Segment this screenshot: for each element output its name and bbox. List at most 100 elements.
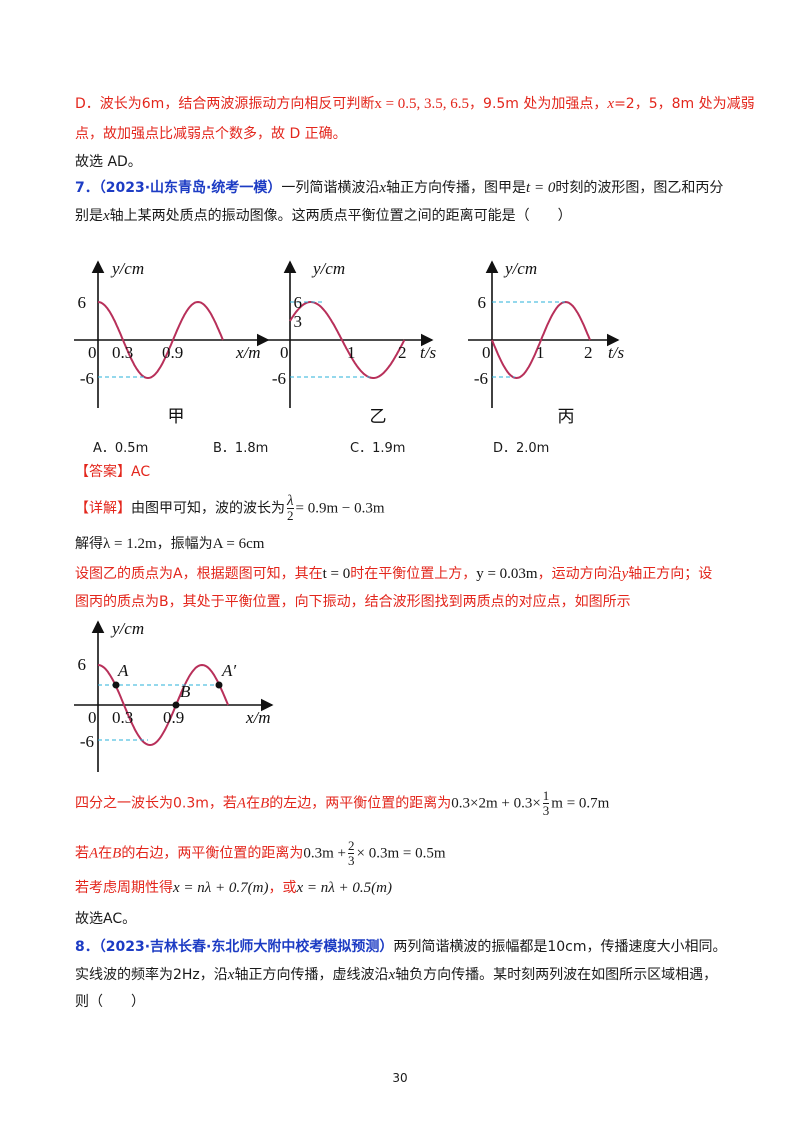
- text-line: 图丙的质点为B，其处于平衡位置，向下振动，结合波形图找到两质点的对应点，如图所示: [75, 592, 631, 612]
- figure-label: A′: [221, 661, 236, 680]
- text-run: 若: [75, 845, 89, 862]
- text-run: 的左边，两平衡位置的距离为: [269, 795, 452, 812]
- text-run: 两列简谐横波的振幅都是10cm，传播速度大小相同。: [393, 939, 727, 955]
- text-run: 的右边，两平衡位置的距离为: [121, 845, 304, 862]
- figure-label: t/s: [420, 343, 436, 362]
- figure-label: -6: [272, 369, 286, 388]
- figure-label: 0: [88, 343, 97, 362]
- text-run: 一列简谐横波沿: [281, 180, 380, 196]
- text-run: y: [621, 566, 629, 582]
- text-run: 图丙的质点为B，其处于平衡位置，向下振动，结合波形图找到两质点的对应点，如图所示: [75, 594, 631, 610]
- figure-label: 6: [478, 293, 487, 312]
- text-run: x: [103, 208, 110, 224]
- figure-label: y/cm: [503, 259, 537, 278]
- text-run: λ: [287, 493, 294, 509]
- text-run: A: [89, 845, 99, 862]
- figure-yi: y/cm 6 3 -6 0 1 2 t/s 乙: [266, 259, 436, 427]
- text-run: ，振幅为: [156, 536, 213, 552]
- text-run: 轴负方向传播。某时刻两列波在如图所示区域相遇，: [395, 967, 718, 983]
- option: C．1.9m: [350, 441, 406, 456]
- option: D．2.0m: [493, 441, 550, 456]
- text-run: 2: [287, 508, 294, 523]
- text-run: D．波长为6m，结合两波源振动方向相反可判断: [75, 96, 375, 112]
- figure-label: 6: [78, 293, 87, 312]
- text-run: 7．: [75, 180, 99, 196]
- text-run: 若考虑周期性得: [75, 880, 173, 896]
- text-run: 故选AC。: [75, 911, 137, 927]
- text-run: × 0.3m = 0.5m: [356, 845, 446, 862]
- text-run: ，或: [268, 880, 297, 896]
- text-run: ，9.5m 处为加强点，: [469, 96, 608, 112]
- text-run: 实线波的频率为2Hz，沿: [75, 967, 228, 983]
- text-run: （2023·山东青岛·统考一模）: [98, 180, 282, 196]
- figure-jia: y/cm 6 -6 0 0.3 0.9 x/m 甲: [74, 259, 270, 427]
- text-run: 时刻的波形图，图乙和丙分: [555, 180, 724, 196]
- question-line: 7．（2023·山东青岛·统考一模）一列简谐横波沿x轴正方向传播，图甲是t = …: [75, 178, 723, 198]
- figure-label: y/cm: [311, 259, 345, 278]
- wave-curve: [97, 300, 224, 380]
- text-run: x: [227, 967, 235, 983]
- figure-label: 乙: [370, 407, 387, 427]
- figure-label: t/s: [608, 343, 624, 362]
- text-run: 轴上某两处质点的振动图像。这两质点平衡位置之间的距离可能是（ ）: [109, 208, 572, 224]
- figure-label: -6: [80, 369, 94, 388]
- figure-label: 6: [294, 293, 303, 312]
- figure-label: 1: [347, 343, 356, 362]
- text-run: 故选 AD。: [75, 154, 142, 170]
- text-line: 【详解】由图甲可知，波的波长为 λ 2 = 0.9m − 0.3m: [75, 494, 385, 523]
- text-line: 四分之一波长为0.3m，若A在B的左边，两平衡位置的距离为0.3×2m + 0.…: [75, 789, 609, 818]
- text-run: 别是: [75, 208, 103, 224]
- text-run: 解得: [75, 536, 103, 552]
- text-run: y = 0.03m: [476, 566, 538, 582]
- point: [112, 681, 120, 689]
- text-run: t = 0: [322, 566, 351, 582]
- figure-label: B: [180, 682, 191, 701]
- text-run: 【详解】: [75, 500, 131, 517]
- text-line: 若A在B的右边，两平衡位置的距离为0.3m +2 3 × 0.3m = 0.5m: [75, 839, 446, 868]
- text-run: m = 0.7m: [551, 795, 610, 812]
- text-run: 设图乙的质点为A，根据题图可知，其在: [75, 566, 323, 582]
- figure-label: y/cm: [110, 619, 144, 638]
- question-line: 8．（2023·吉林长春·东北师大附中校考模拟预测）两列简谐横波的振幅都是10c…: [75, 937, 727, 957]
- text-run: B: [112, 845, 122, 862]
- text-run: A = 6cm: [212, 536, 265, 552]
- text-run: x = nλ + 0.5(m): [296, 880, 392, 896]
- text-line: 点，故加强点比减弱点个数多，故 D 正确。: [75, 124, 347, 144]
- text-run: 轴正方向；设: [628, 566, 713, 582]
- text-run: 轴正方向传播，虚线波沿: [234, 967, 389, 983]
- text-run: 时在平衡位置上方，: [350, 566, 477, 582]
- text-run: x = nλ + 0.7(m): [173, 880, 269, 896]
- text-line: D．波长为6m，结合两波源振动方向相反可判断x = 0.5, 3.5, 6.5，…: [75, 94, 755, 114]
- text-run: 四分之一波长为0.3m，若: [75, 795, 237, 812]
- text-run: 在: [98, 845, 113, 862]
- text-run: x = 0.5, 3.5, 6.5: [374, 96, 470, 112]
- text-run: 【答案】AC: [75, 464, 151, 480]
- text-line: 解得λ = 1.2m，振幅为A = 6cm: [75, 534, 264, 554]
- wave-curve: [289, 301, 406, 379]
- text-run: =2，5，8m 处为减弱: [614, 96, 755, 112]
- figure-label: 0.9: [163, 708, 184, 727]
- figure-label: x/m: [235, 343, 261, 362]
- figure-bing: y/cm 6 -6 0 1 2 t/s 丙: [468, 259, 624, 427]
- text-run: = 0.9m − 0.3m: [295, 500, 385, 517]
- question-line: 实线波的频率为2Hz，沿x轴正方向传播，虚线波沿x轴负方向传播。某时刻两列波在如…: [75, 965, 717, 985]
- question-line: 别是x轴上某两处质点的振动图像。这两质点平衡位置之间的距离可能是（ ）: [75, 206, 572, 226]
- figure-label: 3: [294, 312, 303, 331]
- text-run: x: [388, 967, 396, 983]
- point: [215, 681, 223, 689]
- point: [172, 701, 180, 709]
- figure-label: 0.9: [162, 343, 183, 362]
- figure-label: 0.3: [112, 343, 133, 362]
- text-run: 2: [347, 838, 355, 854]
- text-run: 在: [246, 795, 261, 812]
- text-run: 3: [347, 853, 355, 868]
- text-run: 0.3×2m + 0.3×: [451, 795, 541, 812]
- text-run: 3: [542, 803, 550, 818]
- text-run: x: [607, 96, 615, 112]
- option: B．1.8m: [213, 441, 269, 456]
